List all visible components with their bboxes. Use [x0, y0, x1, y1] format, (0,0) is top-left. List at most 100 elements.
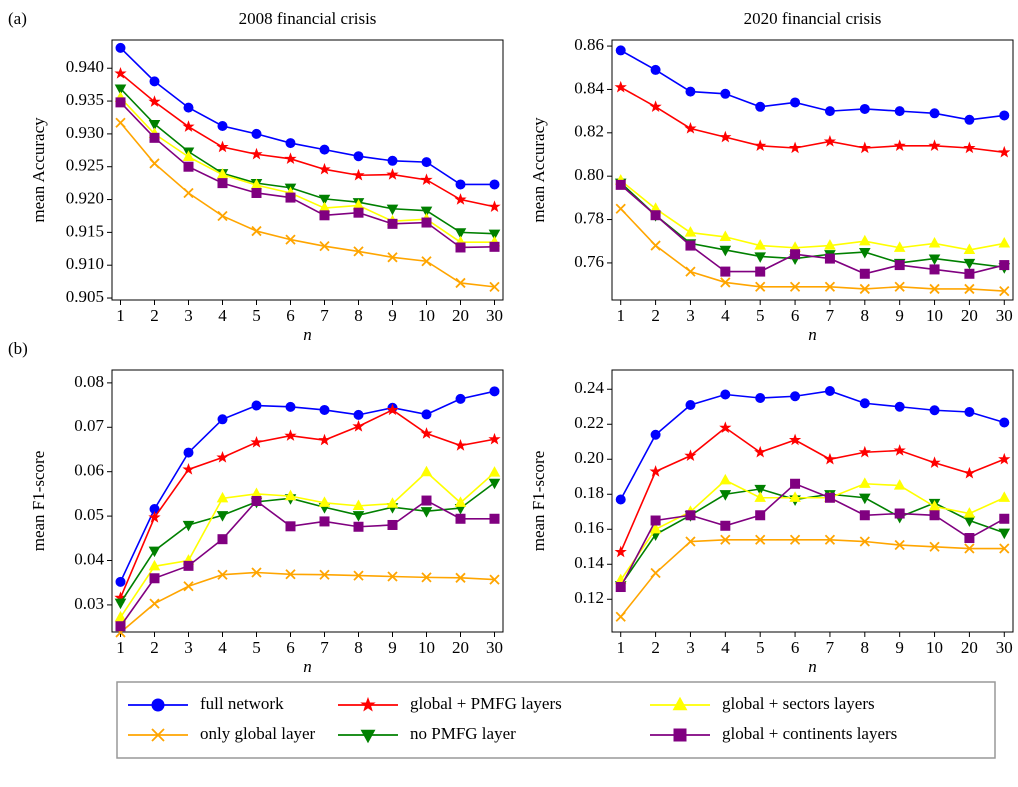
marker: [217, 178, 228, 189]
marker: [387, 155, 398, 166]
y-tick-label: 0.04: [74, 549, 104, 568]
marker: [149, 132, 160, 143]
marker: [754, 491, 766, 502]
x-tick-label: 5: [756, 306, 765, 325]
marker: [755, 281, 766, 292]
marker: [963, 258, 976, 270]
x-tick-label: 6: [791, 638, 800, 657]
marker: [455, 242, 466, 253]
plot-area: [111, 39, 504, 301]
marker: [183, 187, 194, 199]
x-tick-label: 7: [826, 638, 835, 657]
y-tick-label: 0.06: [74, 461, 104, 480]
y-tick-label: 0.14: [574, 553, 604, 572]
marker: [319, 404, 330, 415]
y-tick-label: 0.16: [574, 518, 604, 537]
marker: [928, 254, 941, 266]
marker: [115, 576, 126, 587]
marker: [420, 427, 433, 439]
marker: [929, 264, 940, 275]
marker: [421, 217, 432, 228]
series-line: [119, 122, 495, 288]
marker: [684, 449, 697, 461]
marker: [650, 240, 661, 251]
y-axis-label: mean Accuracy: [29, 117, 48, 223]
marker: [998, 236, 1011, 248]
marker: [615, 611, 626, 622]
marker: [999, 543, 1010, 554]
marker: [754, 139, 767, 152]
marker: [685, 536, 696, 547]
marker: [489, 513, 500, 524]
marker: [182, 463, 195, 475]
marker: [217, 569, 228, 580]
marker: [615, 45, 626, 56]
marker: [488, 478, 501, 490]
marker: [859, 477, 871, 488]
marker: [455, 513, 466, 524]
marker: [719, 473, 732, 485]
x-tick-label: 6: [286, 638, 295, 657]
series-line: [620, 479, 1005, 581]
x-tick-label: 10: [418, 638, 435, 657]
marker: [755, 510, 766, 521]
y-axis-label: mean F1-score: [529, 451, 548, 552]
legend-marker: [151, 728, 165, 742]
marker: [319, 516, 330, 527]
marker: [216, 140, 229, 153]
legend-marker: [360, 696, 376, 712]
marker: [963, 243, 976, 255]
marker: [928, 236, 941, 248]
series-line: [119, 97, 495, 244]
marker: [893, 444, 906, 456]
y-tick-label: 0.12: [574, 588, 604, 607]
marker: [685, 240, 696, 251]
marker: [318, 496, 331, 507]
x-axis-label: n: [808, 325, 817, 344]
marker: [615, 203, 626, 214]
marker: [650, 567, 661, 579]
marker: [251, 128, 262, 139]
series-line: [620, 488, 1005, 586]
marker: [148, 95, 161, 107]
marker: [894, 106, 905, 117]
x-tick-label: 5: [756, 638, 765, 657]
x-tick-label: 2: [651, 306, 660, 325]
marker: [755, 101, 766, 112]
marker: [929, 108, 940, 119]
marker: [115, 621, 126, 632]
marker: [789, 491, 801, 502]
y-tick-label: 0.07: [74, 416, 104, 435]
series-line: [620, 208, 1005, 292]
marker: [754, 239, 766, 250]
marker: [318, 194, 331, 206]
marker: [719, 230, 732, 241]
marker: [754, 445, 767, 458]
marker: [353, 570, 364, 581]
x-tick-label: 5: [252, 306, 261, 325]
marker: [353, 207, 364, 218]
panel-title: 2020 financial crisis: [744, 9, 882, 28]
x-axis-label: n: [303, 657, 312, 676]
legend-label: global + continents layers: [722, 724, 897, 743]
marker: [420, 465, 433, 477]
marker: [894, 508, 905, 519]
marker: [420, 507, 433, 518]
marker: [183, 581, 194, 592]
marker: [148, 559, 161, 571]
marker: [894, 401, 905, 412]
series-line: [119, 499, 495, 627]
marker: [684, 226, 697, 237]
series-line: [119, 88, 495, 235]
marker: [148, 119, 161, 131]
marker: [685, 510, 696, 521]
marker: [284, 489, 297, 501]
marker: [614, 545, 627, 558]
marker: [318, 433, 331, 446]
marker: [386, 168, 399, 180]
y-axis-label: mean Accuracy: [529, 117, 548, 223]
marker: [386, 497, 399, 508]
series-line: [119, 471, 496, 618]
y-tick-label: 0.08: [74, 372, 104, 391]
